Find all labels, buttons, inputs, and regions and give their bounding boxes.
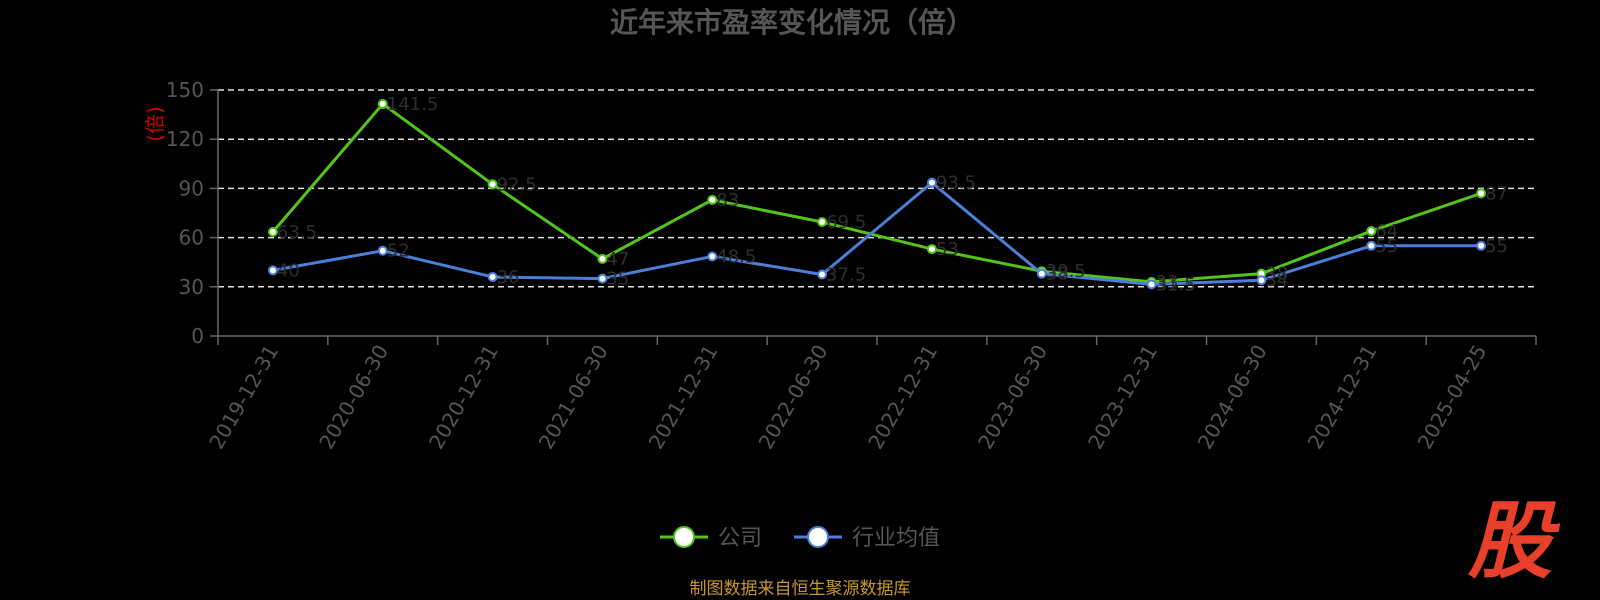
legend-label: 公司 bbox=[718, 526, 762, 551]
data-label: 37.5 bbox=[826, 265, 866, 286]
y-tick-label: 120 bbox=[166, 127, 204, 151]
x-tick-label: 2021-12-31 bbox=[644, 341, 723, 454]
legend-label: 行业均值 bbox=[852, 526, 940, 551]
series-layer: 63.5 141.5 92.5 47 83 69.5 53 39.5 33 38 64 87 40 52 3… bbox=[267, 94, 1508, 295]
data-point bbox=[1366, 226, 1377, 237]
data-label: 69.5 bbox=[826, 212, 866, 233]
data-label: 92.5 bbox=[497, 174, 537, 195]
data-label: 63.5 bbox=[277, 222, 317, 243]
data-label: 47 bbox=[606, 249, 629, 270]
chart-title: 近年来市盈率变化情况（倍） bbox=[610, 6, 974, 39]
data-point bbox=[1256, 275, 1267, 286]
y-tick-label: 150 bbox=[166, 78, 204, 102]
x-tick-label: 2020-06-30 bbox=[314, 341, 393, 454]
data-label: 36 bbox=[497, 267, 520, 288]
data-point bbox=[267, 265, 278, 276]
x-tick-label: 2022-12-31 bbox=[863, 341, 942, 454]
x-tick-label: 2022-06-30 bbox=[754, 341, 833, 454]
data-point bbox=[1146, 279, 1157, 290]
data-label: 40 bbox=[277, 260, 300, 281]
data-label: 83 bbox=[716, 190, 739, 211]
legend-marker bbox=[673, 526, 695, 548]
data-label: 34 bbox=[1265, 270, 1288, 291]
legend: 公司 行业均值 bbox=[660, 526, 940, 551]
legend-marker bbox=[807, 526, 829, 548]
data-label: 35 bbox=[606, 269, 629, 290]
x-tick-label: 2019-12-31 bbox=[204, 341, 283, 454]
y-tick-label: 0 bbox=[191, 324, 204, 348]
data-point bbox=[1036, 268, 1047, 279]
x-tick-label: 2021-06-30 bbox=[534, 341, 613, 454]
data-point bbox=[1476, 188, 1487, 199]
x-tick-label: 2025-04-25 bbox=[1413, 341, 1492, 454]
series-line-0 bbox=[271, 102, 1482, 284]
data-point bbox=[597, 273, 608, 284]
data-label: 87 bbox=[1485, 183, 1508, 204]
data-source-note: 制图数据来自恒生聚源数据库 bbox=[690, 579, 911, 599]
data-label: 39.5 bbox=[1046, 261, 1086, 282]
data-point bbox=[817, 217, 828, 228]
y-axis-unit: (倍) bbox=[143, 106, 167, 142]
data-point bbox=[267, 226, 278, 237]
brand-logo: 股 bbox=[1467, 492, 1561, 590]
data-point bbox=[926, 244, 937, 255]
series-line-1 bbox=[272, 181, 1482, 286]
data-label: 38 bbox=[1265, 264, 1288, 285]
x-tick-label: 2023-06-30 bbox=[973, 341, 1052, 454]
y-tick-label: 60 bbox=[179, 226, 204, 250]
data-label: 31.5 bbox=[1156, 274, 1196, 295]
data-point bbox=[1476, 240, 1487, 251]
data-point bbox=[1366, 240, 1377, 251]
y-tick-label: 90 bbox=[179, 176, 204, 200]
data-label: 55 bbox=[1375, 236, 1398, 257]
x-tick-label: 2023-12-31 bbox=[1083, 341, 1162, 454]
data-label: 53 bbox=[936, 239, 959, 260]
y-tick-label: 30 bbox=[179, 275, 204, 299]
data-point bbox=[707, 251, 718, 262]
data-label: 33 bbox=[1156, 272, 1179, 293]
data-point bbox=[707, 194, 718, 205]
data-point bbox=[817, 269, 828, 280]
x-tick-label: 2020-12-31 bbox=[424, 341, 503, 454]
data-point bbox=[597, 253, 608, 264]
data-label: 38 bbox=[1046, 264, 1069, 285]
data-label: 52 bbox=[387, 241, 410, 262]
x-tick-label: 2024-12-31 bbox=[1303, 341, 1382, 454]
data-point bbox=[487, 179, 498, 190]
data-label: 48.5 bbox=[716, 246, 756, 267]
data-label: 64 bbox=[1375, 221, 1398, 242]
data-point bbox=[926, 177, 937, 188]
data-label: 93.5 bbox=[936, 173, 976, 194]
x-tick-label: 2024-06-30 bbox=[1193, 341, 1272, 454]
data-label: 141.5 bbox=[387, 94, 439, 115]
data-label: 55 bbox=[1485, 236, 1508, 257]
data-point bbox=[377, 245, 388, 256]
data-point bbox=[487, 271, 498, 282]
data-point bbox=[377, 98, 388, 109]
